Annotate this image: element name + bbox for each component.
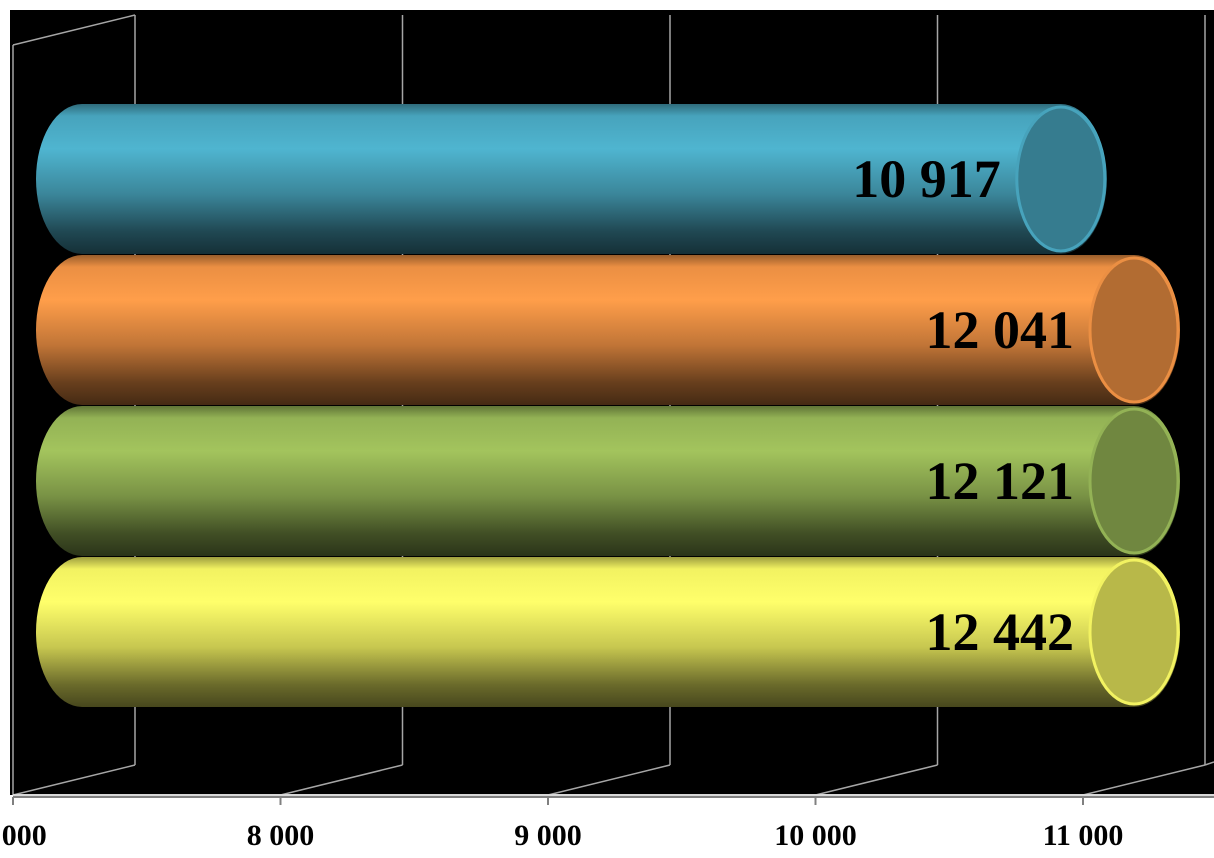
axis-area <box>0 797 1214 858</box>
left-wall <box>12 14 136 795</box>
bar <box>36 406 1180 556</box>
data-label: 12 442 <box>926 602 1075 662</box>
x-tick-label: 7 000 <box>0 819 47 852</box>
data-label: 10 917 <box>852 149 1001 209</box>
x-tick-label: 8 000 <box>247 819 315 852</box>
x-tick-label: 9 000 <box>514 819 582 852</box>
data-label: 12 041 <box>926 300 1075 360</box>
gridline <box>1204 761 1214 766</box>
bar <box>36 557 1180 707</box>
gridline <box>1082 15 1206 796</box>
data-label: 12 121 <box>926 451 1075 511</box>
x-tick-label: 10 000 <box>774 819 857 852</box>
bar <box>36 255 1180 405</box>
bar <box>36 104 1107 254</box>
x-tick-label: 11 000 <box>1043 819 1124 852</box>
